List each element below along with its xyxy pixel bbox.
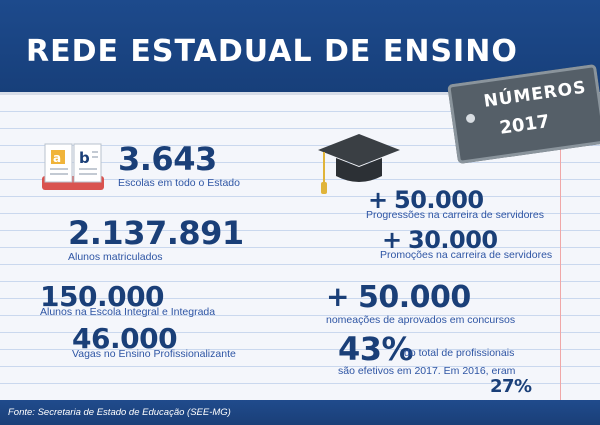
- paper-margin-line: [560, 92, 561, 400]
- stat-effective-text1: do total de profissionais: [404, 347, 515, 359]
- stat-appointments-value: 50.000: [358, 280, 471, 315]
- stat-progressions-label: Progressões na carreira de servidores: [366, 209, 544, 221]
- graduation-cap-icon: [318, 134, 400, 194]
- tag-hole: [465, 113, 476, 124]
- page-title: REDE ESTADUAL DE ENSINO: [26, 34, 518, 69]
- stat-promotions-prefix: +: [382, 226, 403, 254]
- svg-text:b: b: [79, 149, 90, 167]
- stat-progressions-value: 50.000: [394, 186, 484, 214]
- source-caption: Fonte: Secretaria de Estado de Educação …: [8, 407, 231, 418]
- stat-appointments-label: nomeações de aprovados em concursos: [326, 314, 516, 326]
- stat-integral-value: 150.000: [40, 280, 165, 313]
- stat-integral-label: Alunos na Escola Integral e Integrada: [40, 306, 216, 318]
- stat-vocational-value: 46.000: [72, 322, 178, 355]
- tag-year: 2017: [498, 111, 551, 139]
- stat-schools-value: 3.643: [118, 140, 217, 178]
- stat-vocational-label: Vagas no Ensino Profissionalizante: [72, 348, 236, 360]
- stat-progressions-prefix: +: [368, 186, 389, 214]
- footer-bar: Fonte: Secretaria de Estado de Educação …: [0, 400, 600, 425]
- stat-appointments-prefix: +: [326, 280, 350, 313]
- stat-promotions-value: 30.000: [408, 226, 498, 254]
- tag-label: NÚMEROS: [482, 77, 588, 112]
- svg-text:a: a: [53, 151, 61, 165]
- book-icon: a b: [42, 143, 104, 190]
- stat-schools-label: Escolas em todo o Estado: [118, 177, 240, 189]
- stat-effective-value: 43%: [338, 330, 414, 368]
- stat-effective-prev: 27%: [490, 376, 532, 397]
- stat-students-value: 2.137.891: [68, 214, 244, 252]
- stat-promotions-label: Promoções na carreira de servidores: [380, 249, 553, 261]
- stat-effective-text2: são efetivos em 2017. Em 2016, eram: [338, 365, 516, 377]
- header-banner: REDE ESTADUAL DE ENSINO: [0, 0, 600, 92]
- stat-students-label: Alunos matriculados: [68, 251, 163, 263]
